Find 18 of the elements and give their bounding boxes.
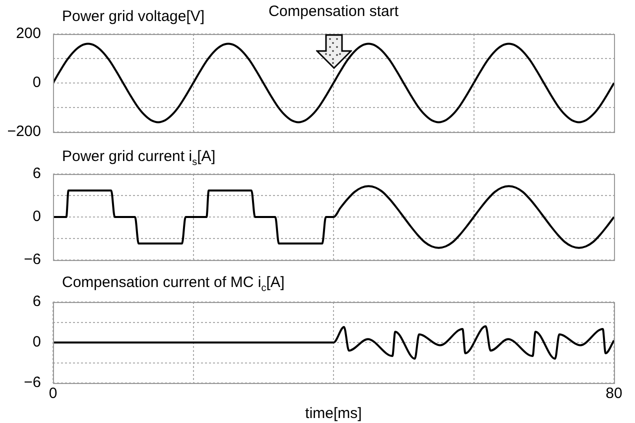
line-series: [53, 42, 614, 124]
x-tick-label: 80: [606, 385, 622, 402]
text: Compensation start: [268, 3, 400, 20]
line-series: [53, 185, 614, 249]
y-tick-label: −200: [7, 123, 41, 140]
x-axis-title: time[ms]: [305, 405, 362, 422]
chart-title: Power grid current i$_{s}$[A]: [62, 148, 216, 168]
y-tick-label: −6: [24, 374, 41, 392]
y-tick-label: 6: [32, 293, 41, 310]
line-series: [53, 325, 614, 360]
chart-title: Compensation current of MC i$_{c}$[A]: [62, 274, 285, 294]
y-tick-label: 0: [32, 334, 41, 351]
y-tick-label: 0: [32, 74, 41, 92]
y-tick-label: 200: [16, 25, 41, 42]
y-tick-label: 6: [32, 165, 41, 182]
y-tick-label: 0: [32, 208, 41, 226]
chart-title: Power grid voltage[V]: [62, 8, 205, 25]
y-tick-label: −6: [24, 251, 41, 268]
